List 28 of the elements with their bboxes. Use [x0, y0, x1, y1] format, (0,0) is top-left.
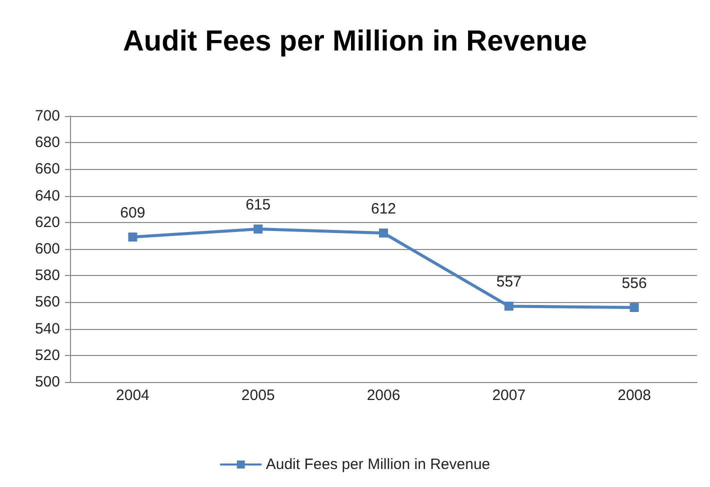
point	[630, 303, 639, 312]
point	[379, 228, 388, 238]
y-tick-label: 500	[34, 374, 60, 390]
data-label: 612	[370, 200, 396, 218]
data-label: 556	[622, 275, 647, 292]
point	[254, 224, 263, 234]
y-tick-label: 620	[34, 214, 60, 231]
y-tick-label: 560	[34, 294, 60, 311]
x-tick-label: 2004	[116, 387, 150, 404]
y-tick-label: 700	[34, 108, 60, 124]
x-tick-label: 2007	[492, 387, 526, 404]
x-tick-label: 2008	[618, 387, 651, 404]
data-label: 615	[246, 196, 271, 214]
point	[128, 232, 138, 242]
y-tick-label: 660	[34, 160, 60, 178]
data-label: 557	[496, 274, 522, 291]
y-tick-label: 540	[34, 320, 60, 338]
legend-label: Audit Fees per Million in Revenue	[266, 456, 490, 473]
y-tick-label: 600	[34, 240, 60, 258]
y-tick-label: 640	[34, 187, 60, 204]
y-tick-label: 580	[34, 267, 60, 284]
y-tick-label: 680	[34, 134, 60, 152]
data-label: 609	[120, 204, 146, 222]
y-tick-label: 520	[34, 346, 60, 364]
x-tick-label: 2006	[366, 387, 400, 404]
chart-title: Audit Fees per Million in Revenue	[122, 26, 588, 58]
point	[504, 302, 514, 311]
x-tick-label: 2005	[241, 387, 275, 404]
